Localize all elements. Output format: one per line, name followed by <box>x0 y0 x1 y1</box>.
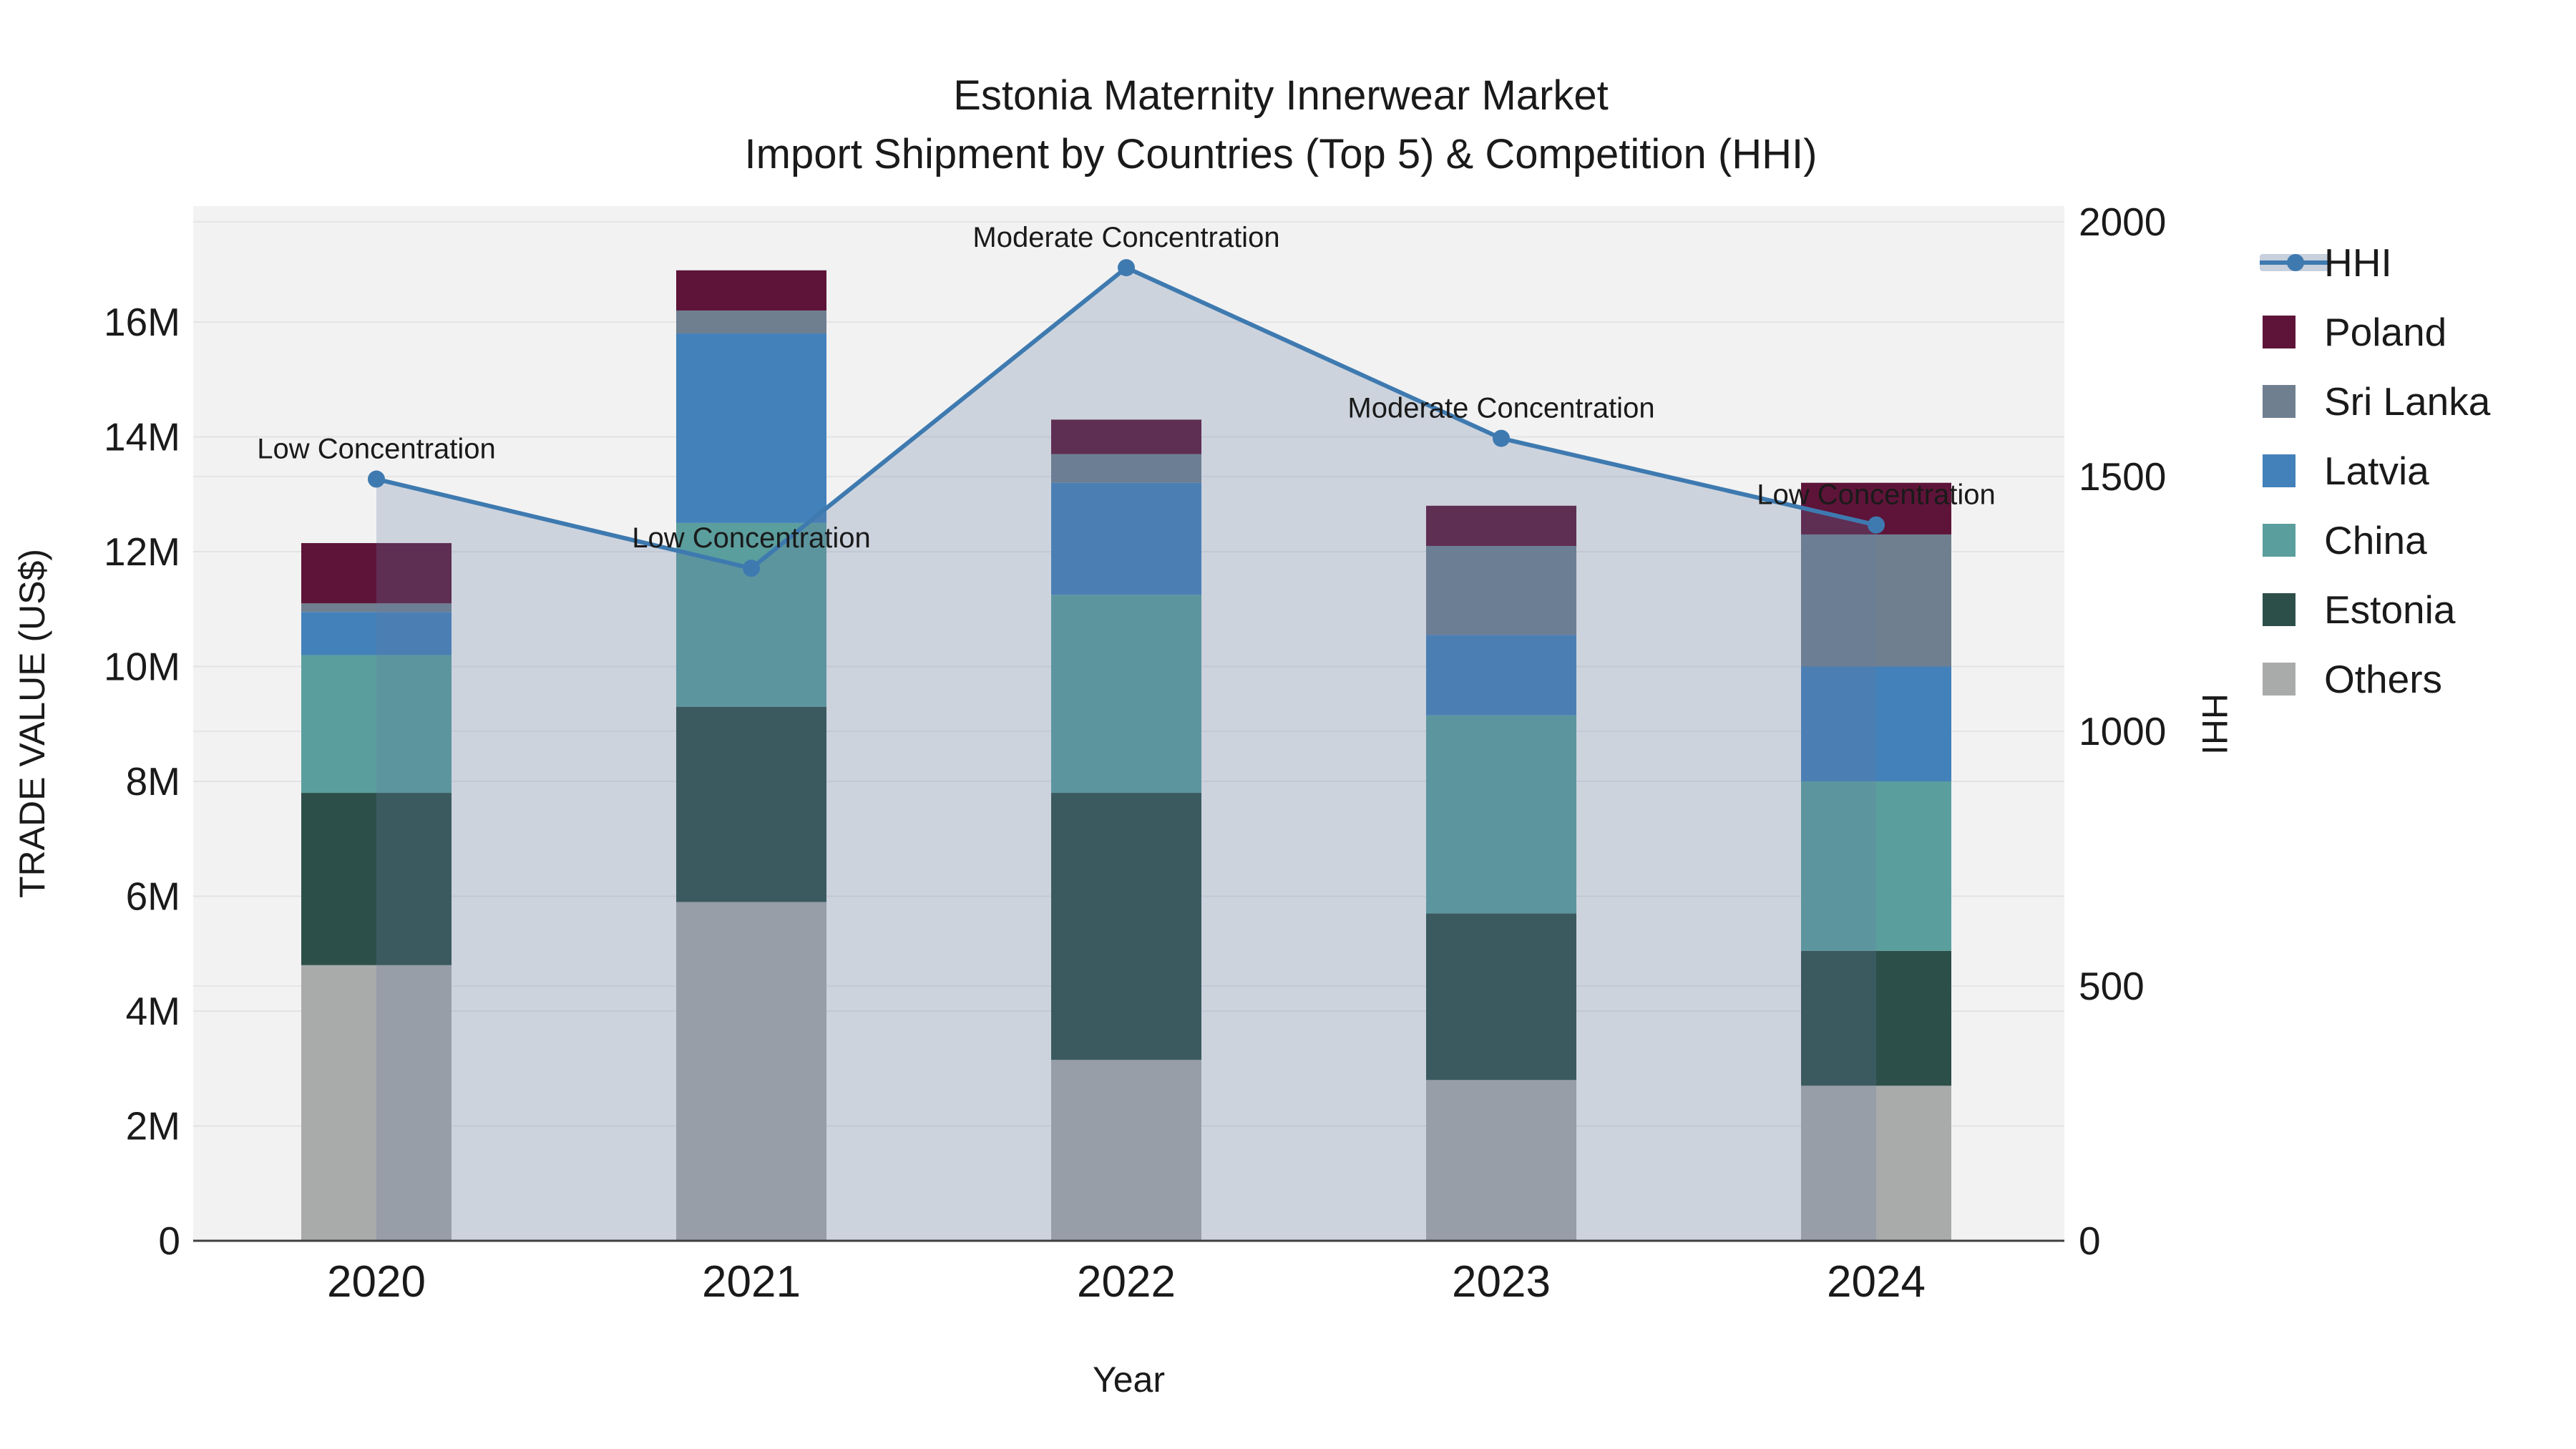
legend-item-china: China <box>2263 518 2427 562</box>
legend-item-others: Others <box>2263 657 2442 701</box>
y-left-tick-10M: 10M <box>104 645 180 689</box>
y-left-tick-2M: 2M <box>126 1104 180 1148</box>
bar-segment-china-2023 <box>1426 715 1576 914</box>
bar-segment-estonia-2022 <box>1051 793 1201 1060</box>
y-right-tick-1500: 1500 <box>2079 454 2166 499</box>
x-tick-2022: 2022 <box>1077 1257 1176 1307</box>
y-left-tick-12M: 12M <box>104 530 180 574</box>
y-right-tick-0: 0 <box>2079 1219 2101 1263</box>
legend-item-hhi: HHI <box>2260 240 2392 285</box>
bar-segment-latvia-2023 <box>1426 635 1576 716</box>
legend-swatch-sri-lanka <box>2263 385 2296 418</box>
hhi-marker-2021 <box>743 560 760 577</box>
bar-segment-china-2022 <box>1051 595 1201 794</box>
y-right-tick-500: 500 <box>2079 964 2145 1008</box>
hhi-marker-2020 <box>368 470 385 488</box>
bar-segment-poland-2022 <box>1051 419 1201 454</box>
bar-segment-latvia-2022 <box>1051 482 1201 595</box>
x-axis-title: Year <box>1093 1360 1165 1400</box>
annotation-2023: Moderate Concentration <box>1347 393 1654 424</box>
legend-hhi-marker-swatch <box>2287 254 2304 271</box>
legend-label-estonia: Estonia <box>2324 587 2456 632</box>
bar-segment-others-2022 <box>1051 1060 1201 1241</box>
legend-label-china: China <box>2324 518 2427 562</box>
hhi-marker-2023 <box>1493 429 1510 447</box>
hhi-marker-2024 <box>1868 516 1885 534</box>
annotation-2021: Low Concentration <box>632 522 871 554</box>
y-right-tick-1000: 1000 <box>2079 709 2166 753</box>
annotation-2020: Low Concentration <box>257 434 496 465</box>
hhi-area <box>376 268 1876 1241</box>
legend-item-poland: Poland <box>2263 310 2446 354</box>
bar-segment-latvia-2020 <box>301 612 452 655</box>
y-left-axis-title: TRADE VALUE (US$) <box>12 549 52 898</box>
chart-title-line1: Estonia Maternity Innerwear Market <box>953 72 1609 119</box>
legend-swatch-latvia <box>2263 454 2296 487</box>
bar-segment-china-2021 <box>676 522 826 707</box>
bar-segment-sri-lanka-2023 <box>1426 545 1576 635</box>
bar-segment-latvia-2021 <box>676 333 826 523</box>
legend-label-others: Others <box>2324 657 2442 701</box>
y-right-tick-2000: 2000 <box>2079 200 2166 244</box>
annotation-2022: Moderate Concentration <box>972 222 1279 253</box>
legend-item-estonia: Estonia <box>2263 587 2456 632</box>
y-left-tick-4M: 4M <box>126 989 180 1033</box>
y-right-axis-title: HHI <box>2195 693 2235 755</box>
legend-label-latvia: Latvia <box>2324 449 2429 493</box>
bar-segment-china-2024 <box>1801 781 1951 951</box>
x-tick-2020: 2020 <box>327 1257 426 1307</box>
bar-segment-sri-lanka-2021 <box>676 310 826 334</box>
x-tick-2023: 2023 <box>1452 1257 1551 1307</box>
bar-segment-others-2023 <box>1426 1080 1576 1241</box>
bar-segment-sri-lanka-2020 <box>301 603 452 613</box>
legend-label-sri-lanka: Sri Lanka <box>2324 379 2491 424</box>
bar-segment-estonia-2020 <box>301 793 452 965</box>
bar-segment-poland-2021 <box>676 270 826 311</box>
y-left-tick-14M: 14M <box>104 415 180 459</box>
legend-label-poland: Poland <box>2324 310 2446 354</box>
x-tick-2024: 2024 <box>1827 1257 1926 1307</box>
y-left-tick-6M: 6M <box>126 874 180 919</box>
bar-segment-sri-lanka-2022 <box>1051 454 1201 483</box>
bar-segment-latvia-2024 <box>1801 666 1951 781</box>
legend-label-hhi: HHI <box>2324 240 2392 285</box>
legend-swatch-china <box>2263 524 2296 557</box>
bar-segment-poland-2023 <box>1426 505 1576 546</box>
bar-segment-china-2020 <box>301 655 452 794</box>
legend-swatch-poland <box>2263 316 2296 348</box>
chart-title-line2: Import Shipment by Countries (Top 5) & C… <box>744 131 1818 177</box>
y-left-tick-0: 0 <box>158 1219 180 1263</box>
y-left-tick-8M: 8M <box>126 759 180 804</box>
bar-segment-others-2024 <box>1801 1085 1951 1241</box>
bar-segment-estonia-2024 <box>1801 950 1951 1086</box>
bar-segment-sri-lanka-2024 <box>1801 534 1951 667</box>
bar-segment-estonia-2023 <box>1426 913 1576 1080</box>
hhi-marker-2022 <box>1118 259 1135 277</box>
bar-segment-estonia-2021 <box>676 706 826 902</box>
bar-segment-poland-2020 <box>301 542 452 604</box>
legend-item-sri-lanka: Sri Lanka <box>2263 379 2491 424</box>
legend-swatch-others <box>2263 663 2296 696</box>
bar-segment-others-2020 <box>301 965 452 1241</box>
legend-swatch-estonia <box>2263 593 2296 626</box>
y-left-tick-16M: 16M <box>104 300 180 344</box>
annotation-2024: Low Concentration <box>1757 479 1996 511</box>
bar-segment-others-2021 <box>676 902 826 1241</box>
legend-item-latvia: Latvia <box>2263 449 2429 493</box>
x-tick-2021: 2021 <box>702 1257 801 1307</box>
